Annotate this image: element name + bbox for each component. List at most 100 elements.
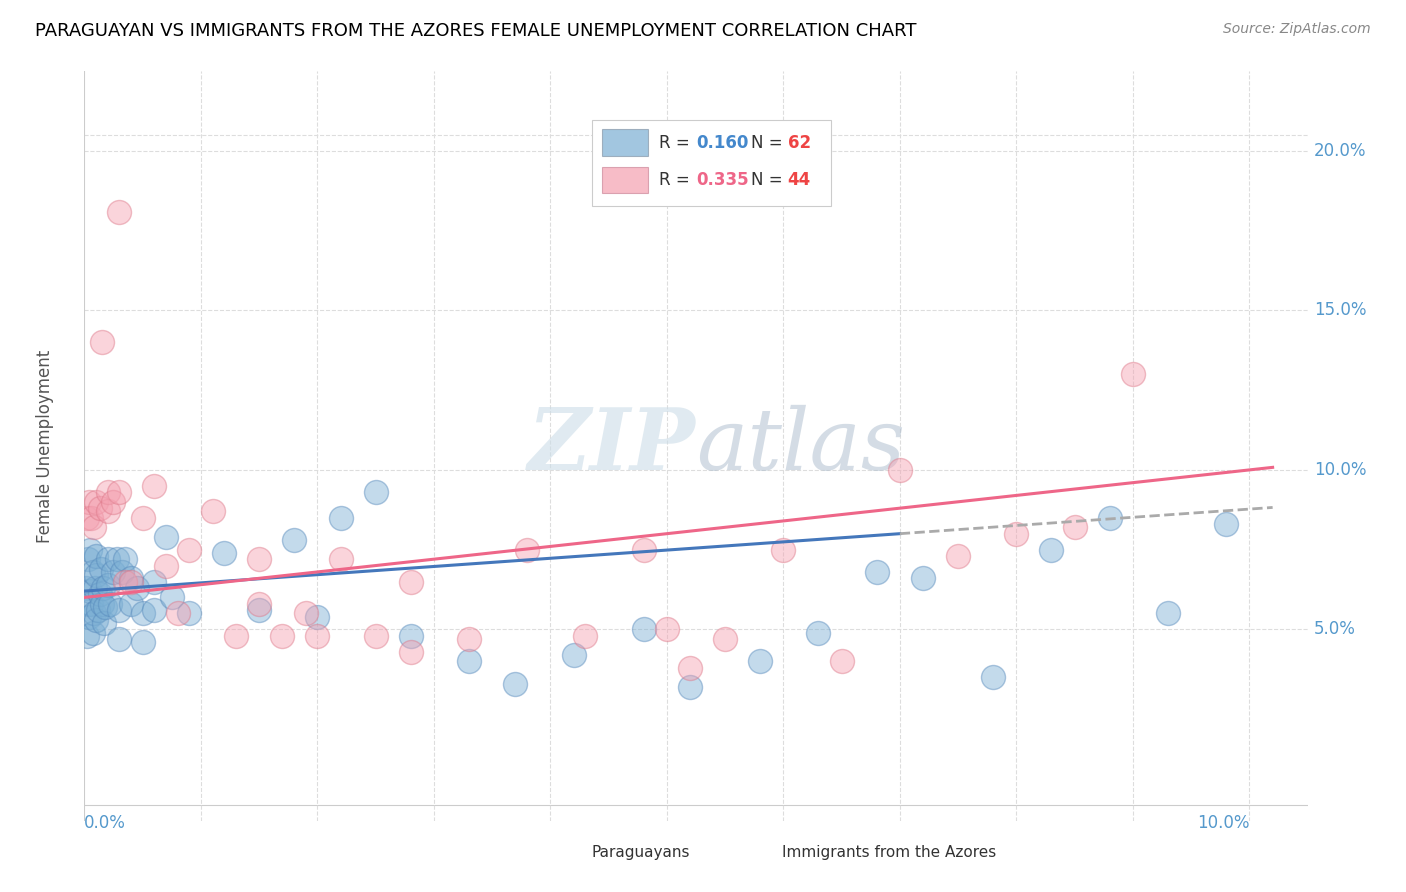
Point xyxy=(633,542,655,557)
Point xyxy=(1122,368,1144,382)
Point xyxy=(90,597,112,611)
Text: Female Unemployment: Female Unemployment xyxy=(35,350,53,542)
FancyBboxPatch shape xyxy=(602,167,648,194)
Point xyxy=(76,597,98,611)
Point xyxy=(679,660,702,674)
FancyBboxPatch shape xyxy=(592,120,831,206)
Point xyxy=(307,609,329,624)
Point xyxy=(364,485,387,500)
Point xyxy=(247,597,270,611)
Text: N =: N = xyxy=(751,134,787,152)
Text: R =: R = xyxy=(659,134,696,152)
Point xyxy=(399,574,422,589)
Point xyxy=(87,603,110,617)
Point xyxy=(889,463,911,477)
Point xyxy=(831,654,853,668)
Point xyxy=(103,495,125,509)
Point xyxy=(201,504,224,518)
Point xyxy=(131,635,153,649)
Point xyxy=(84,549,107,563)
Text: 44: 44 xyxy=(787,171,811,189)
Point xyxy=(97,577,120,591)
Point xyxy=(111,565,134,579)
Point xyxy=(294,607,316,621)
Text: Source: ZipAtlas.com: Source: ZipAtlas.com xyxy=(1223,22,1371,37)
Point xyxy=(97,485,120,500)
Point xyxy=(76,552,98,566)
FancyBboxPatch shape xyxy=(550,842,583,862)
Text: 10.0%: 10.0% xyxy=(1313,461,1367,479)
Point xyxy=(97,552,120,566)
Point xyxy=(307,629,329,643)
Point xyxy=(865,565,887,579)
Point xyxy=(89,587,111,601)
Point xyxy=(912,571,935,585)
Point xyxy=(1098,510,1121,524)
Point xyxy=(247,552,270,566)
Point xyxy=(120,574,142,589)
Point xyxy=(131,510,153,524)
Point xyxy=(457,654,479,668)
Point xyxy=(103,565,125,579)
Point xyxy=(131,607,153,621)
Point xyxy=(981,670,1004,684)
Point xyxy=(84,495,107,509)
Point xyxy=(80,510,103,524)
Point xyxy=(329,552,352,566)
Point xyxy=(98,597,121,611)
Text: 20.0%: 20.0% xyxy=(1313,142,1367,160)
Point xyxy=(271,629,294,643)
Text: ZIP: ZIP xyxy=(529,404,696,488)
Text: 0.160: 0.160 xyxy=(696,134,748,152)
Point xyxy=(83,581,105,595)
Point xyxy=(90,335,112,350)
Point xyxy=(125,581,148,595)
Text: Paraguayans: Paraguayans xyxy=(592,845,690,860)
FancyBboxPatch shape xyxy=(602,129,648,156)
Point xyxy=(120,597,142,611)
Point xyxy=(516,542,538,557)
Point xyxy=(1063,520,1085,534)
Point xyxy=(94,600,117,615)
Point xyxy=(114,552,136,566)
Point xyxy=(76,510,98,524)
Point xyxy=(75,581,97,595)
Point xyxy=(179,607,201,621)
Point xyxy=(108,204,131,219)
Text: 5.0%: 5.0% xyxy=(1313,620,1355,639)
Point xyxy=(633,623,655,637)
Point xyxy=(1005,526,1028,541)
Point xyxy=(807,625,830,640)
Text: R =: R = xyxy=(659,171,696,189)
Point xyxy=(120,571,142,585)
Point xyxy=(1215,517,1237,532)
Point xyxy=(84,613,107,627)
Point xyxy=(399,629,422,643)
Point xyxy=(108,632,131,646)
Point xyxy=(76,629,98,643)
Point xyxy=(946,549,969,563)
Point xyxy=(82,565,104,579)
Point xyxy=(155,558,177,573)
Point xyxy=(283,533,305,547)
Text: 10.0%: 10.0% xyxy=(1197,814,1250,832)
Point xyxy=(329,510,352,524)
Point xyxy=(1157,607,1180,621)
FancyBboxPatch shape xyxy=(738,842,773,862)
Text: Immigrants from the Azores: Immigrants from the Azores xyxy=(782,845,995,860)
Point xyxy=(1040,542,1063,557)
Point xyxy=(77,609,100,624)
Point xyxy=(79,584,101,599)
Point xyxy=(80,597,103,611)
Point xyxy=(457,632,479,646)
Point xyxy=(143,479,166,493)
Point xyxy=(82,625,104,640)
Point xyxy=(562,648,585,662)
Point xyxy=(247,603,270,617)
Point xyxy=(114,574,136,589)
Point xyxy=(91,581,114,595)
Point xyxy=(655,623,678,637)
Text: 0.0%: 0.0% xyxy=(84,814,127,832)
Point xyxy=(505,676,527,690)
Point xyxy=(714,632,737,646)
